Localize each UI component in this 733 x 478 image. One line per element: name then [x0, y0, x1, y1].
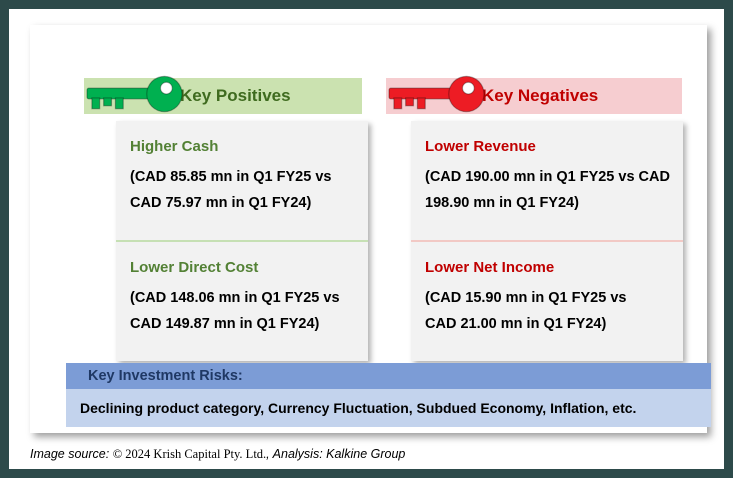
red-key-icon [388, 75, 485, 113]
risks-header: Key Investment Risks: [66, 363, 711, 389]
negative-item: Lower Revenue (CAD 190.00 mn in Q1 FY25 … [411, 121, 683, 240]
negative-item: Lower Net Income (CAD 15.90 mn in Q1 FY2… [411, 242, 683, 361]
positive-item-heading: Higher Cash [130, 138, 219, 155]
positives-panel: Higher Cash (CAD 85.85 mn in Q1 FY25 vs … [116, 121, 368, 361]
divider [411, 240, 683, 242]
negative-item-line: CAD 21.00 mn in Q1 FY24) [425, 316, 607, 332]
green-key-icon [86, 75, 183, 113]
negative-item-line: (CAD 190.00 mn in Q1 FY25 vs CAD [425, 169, 670, 185]
image-source-copyright: © 2024 Krish Capital Pty. Ltd. [112, 447, 267, 461]
negative-item-line: 198.90 mn in Q1 FY24) [425, 195, 579, 211]
negative-item-line: (CAD 15.90 mn in Q1 FY25 vs [425, 290, 627, 306]
positive-item-line: (CAD 85.85 mn in Q1 FY25 vs [130, 169, 332, 185]
positive-item-line: CAD 149.87 mn in Q1 FY24) [130, 316, 320, 332]
image-source-prefix: Image source: [30, 447, 113, 461]
negative-item-heading: Lower Revenue [425, 138, 536, 155]
main-card: Key Positives Key Negatives Higher Cash … [30, 25, 711, 433]
positive-item: Higher Cash (CAD 85.85 mn in Q1 FY25 vs … [116, 121, 368, 240]
negatives-panel: Lower Revenue (CAD 190.00 mn in Q1 FY25 … [411, 121, 683, 361]
positive-item-line: (CAD 148.06 mn in Q1 FY25 vs [130, 290, 340, 306]
positive-item-line: CAD 75.97 mn in Q1 FY24) [130, 195, 312, 211]
risks-box: Key Investment Risks: Declining product … [66, 363, 711, 427]
key-positives-banner: Key Positives [84, 75, 362, 114]
key-negatives-banner: Key Negatives [386, 75, 682, 114]
divider [116, 240, 368, 242]
risks-text: Declining product category, Currency Flu… [66, 389, 711, 427]
image-source: Image source: © 2024 Krish Capital Pty. … [30, 447, 405, 462]
key-positives-title: Key Positives [180, 86, 291, 105]
key-negatives-title: Key Negatives [482, 86, 599, 105]
image-source-suffix: , Analysis: Kalkine Group [266, 447, 406, 461]
positive-item-heading: Lower Direct Cost [130, 259, 259, 276]
negative-item-heading: Lower Net Income [425, 259, 555, 276]
positive-item: Lower Direct Cost (CAD 148.06 mn in Q1 F… [116, 242, 368, 361]
